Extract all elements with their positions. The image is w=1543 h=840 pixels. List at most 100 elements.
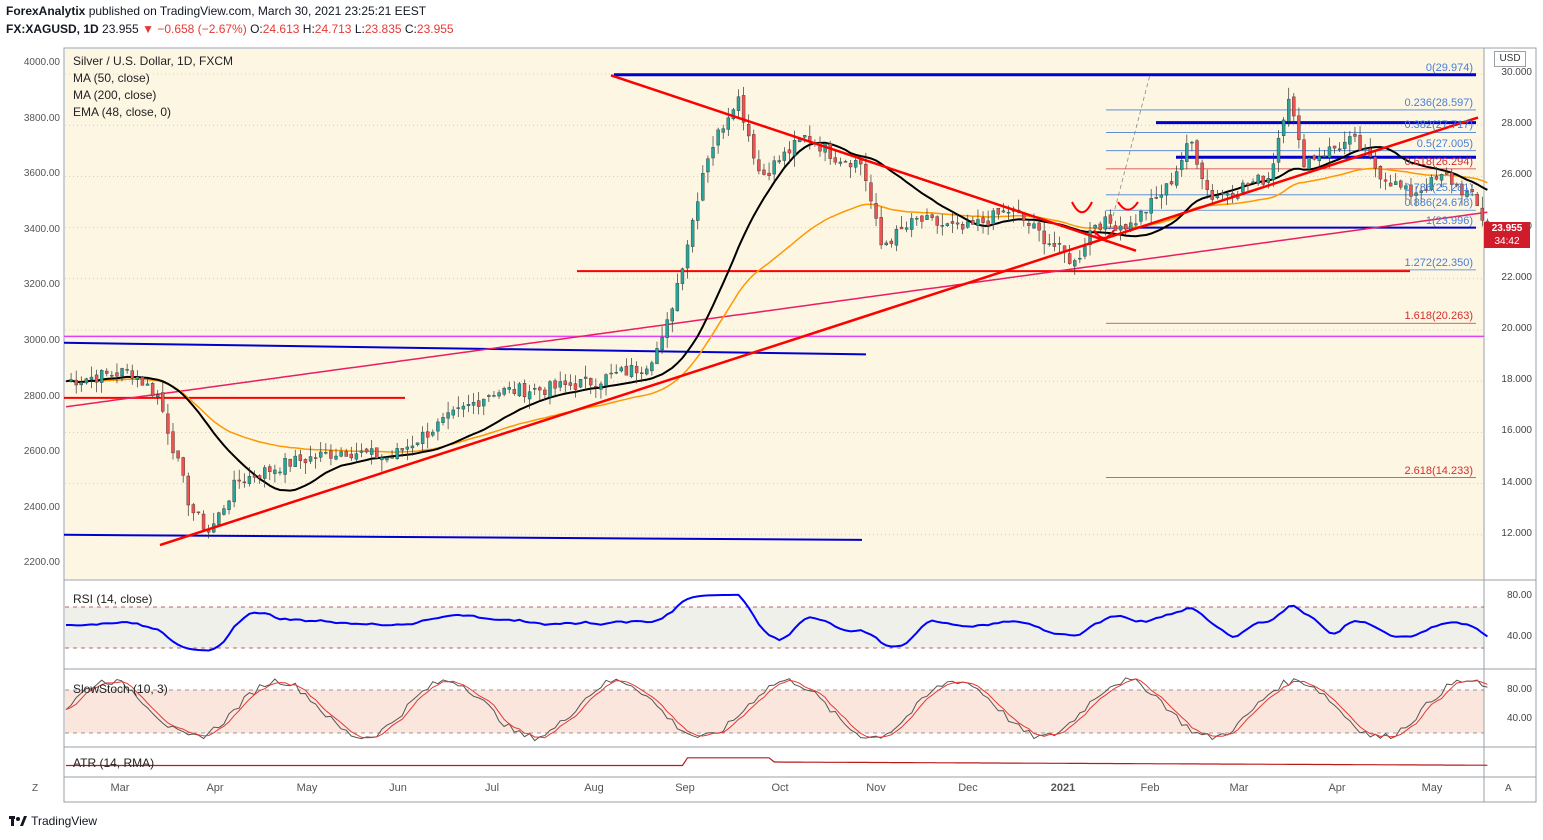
candle-body xyxy=(1332,145,1337,149)
candle-body xyxy=(262,467,267,479)
shoulder-arc-left xyxy=(1071,201,1093,214)
atr-label[interactable]: ATR (14, RMA) xyxy=(73,756,155,770)
candle-body xyxy=(1139,211,1143,222)
candle-body xyxy=(1475,194,1479,206)
candle-body xyxy=(899,226,904,230)
candle-body xyxy=(986,220,990,226)
time-axis-tick: May xyxy=(1421,782,1443,794)
candle-body xyxy=(380,457,384,461)
fib-label: 1(23.996) xyxy=(1425,214,1473,227)
candle-body xyxy=(298,454,303,461)
open-label: O: xyxy=(250,22,263,36)
stoch-label[interactable]: SlowStoch (10, 3) xyxy=(73,682,168,696)
symbol-label: FX:XAGUSD, 1D xyxy=(6,22,99,36)
candle-body xyxy=(166,413,170,434)
candle-body xyxy=(1134,223,1138,226)
candle-body xyxy=(1118,225,1123,231)
candle-body xyxy=(650,362,654,372)
candle-body xyxy=(1225,193,1230,196)
ma200-line xyxy=(65,211,1488,408)
candle-body xyxy=(685,244,690,269)
candle-body xyxy=(364,448,369,453)
candle-body xyxy=(690,219,695,247)
right-axis-tick: 18.000 xyxy=(1501,374,1532,386)
candle-body xyxy=(283,458,287,475)
candle-body xyxy=(1378,166,1383,180)
tradingview-brand: TradingView xyxy=(31,814,98,828)
candle-body xyxy=(171,431,175,454)
currency-box[interactable]: USD xyxy=(1494,51,1526,67)
grid-lines xyxy=(65,73,1484,734)
candle-body xyxy=(874,203,878,219)
fib-label: 0(29.974) xyxy=(1425,61,1473,74)
open-value: 24.613 xyxy=(262,22,300,36)
auto-scale-button[interactable]: A xyxy=(1505,783,1512,794)
timezone-button[interactable]: Z xyxy=(32,783,39,794)
candle-body xyxy=(1042,230,1046,245)
left-axis-tick: 2400.00 xyxy=(23,501,60,513)
time-axis-tick: Jul xyxy=(484,782,500,794)
price-badge: 23.955 xyxy=(1484,222,1530,236)
candle-body xyxy=(736,96,741,111)
ema48-line xyxy=(66,167,1488,453)
trend-lines xyxy=(159,74,1479,547)
time-axis-tick: Nov xyxy=(866,782,886,794)
candle-body xyxy=(222,508,226,515)
candle-body xyxy=(777,160,781,163)
candle-body xyxy=(915,217,919,220)
symbol-header: FX:XAGUSD, 1D 23.955 ▼ −0.658 (−2.67%) O… xyxy=(6,22,454,36)
candle-body xyxy=(1123,224,1128,230)
left-axis-tick: 3400.00 xyxy=(23,223,60,235)
candle-body xyxy=(828,143,832,159)
candle-body xyxy=(966,221,970,228)
candle-body xyxy=(721,128,725,133)
candle-body xyxy=(879,217,883,246)
candle-body xyxy=(1327,146,1332,158)
close-value: 23.955 xyxy=(416,22,454,36)
ma50-line xyxy=(65,141,1488,492)
time-axis-tick: Mar xyxy=(1229,782,1249,794)
candle-body xyxy=(426,431,430,438)
candle-body xyxy=(446,412,450,419)
left-axis-tick: 3600.00 xyxy=(23,168,60,180)
candle-body xyxy=(960,224,965,230)
candle-body xyxy=(706,158,710,173)
candle-body xyxy=(1083,246,1087,257)
outer-frame xyxy=(63,47,1537,803)
candle-body xyxy=(767,172,771,176)
time-axis-tick: Sep xyxy=(675,782,695,794)
candle-body xyxy=(1383,179,1388,182)
candle-body xyxy=(670,308,674,322)
candle-body xyxy=(1164,183,1169,196)
candle-body xyxy=(665,319,669,338)
candle-body xyxy=(1154,197,1158,199)
level-blue-12 xyxy=(63,533,863,541)
rsi-label[interactable]: RSI (14, close) xyxy=(73,592,153,606)
candle-body xyxy=(217,512,221,525)
candle-body xyxy=(1027,222,1031,226)
stoch-axis-tick: 80.00 xyxy=(1506,684,1532,695)
candle-body xyxy=(578,379,583,388)
low-label: L: xyxy=(354,22,365,36)
legend-ema48[interactable]: EMA (48, close, 0) xyxy=(73,105,172,119)
candle-body xyxy=(410,445,415,449)
shoulder-arc-mid xyxy=(1093,229,1115,239)
legend-ma50[interactable]: MA (50, close) xyxy=(73,71,150,85)
publish-header: ForexAnalytix published on TradingView.c… xyxy=(6,4,426,18)
candle-body xyxy=(1149,198,1153,214)
candle-body xyxy=(1414,192,1418,196)
candle-body xyxy=(981,217,985,223)
candle-body xyxy=(466,404,471,406)
tradingview-footer[interactable]: TradingView xyxy=(8,814,97,828)
moving-averages xyxy=(65,141,1488,492)
candle-body xyxy=(894,228,899,246)
legend-ma200[interactable]: MA (200, close) xyxy=(73,88,157,102)
candle-body xyxy=(497,392,501,397)
publisher-name[interactable]: ForexAnalytix xyxy=(6,4,86,18)
candle-body xyxy=(1205,180,1209,190)
candle-body xyxy=(99,370,104,383)
candle-body xyxy=(247,475,252,484)
candle-body xyxy=(1210,190,1214,200)
candle-body xyxy=(135,376,140,380)
